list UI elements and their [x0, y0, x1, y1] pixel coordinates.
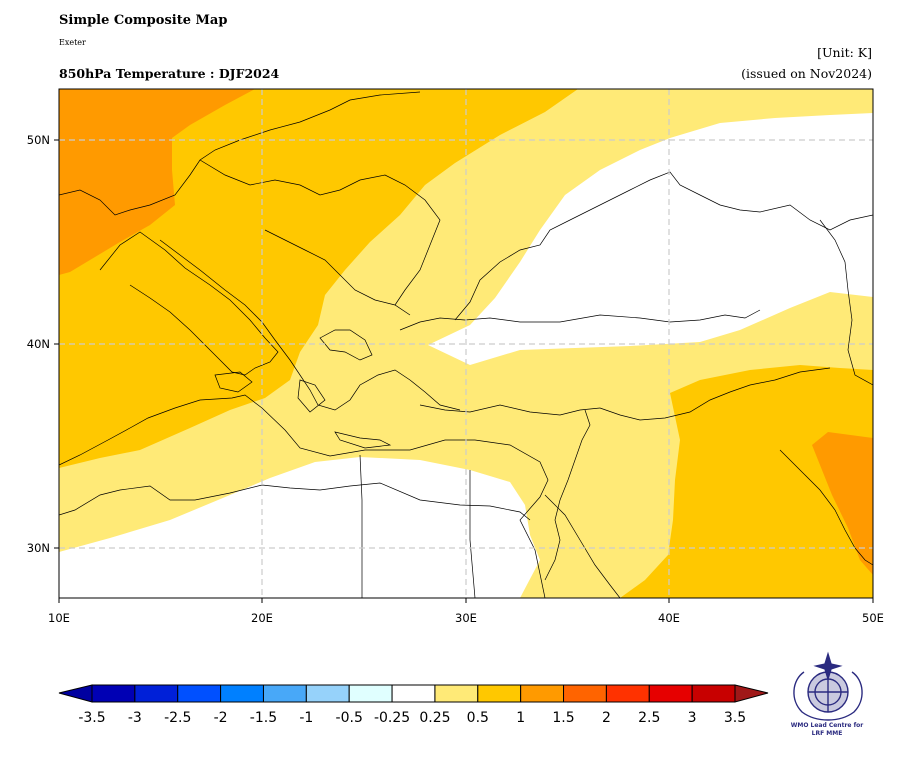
greece-islands — [297, 329, 392, 449]
colorbar-cells — [91, 684, 736, 703]
black-sea-north-coast — [454, 171, 873, 321]
ytick-label-30N: 30N — [27, 541, 50, 555]
colorbar-label: 3.5 — [724, 710, 746, 726]
ytick-label-50N: 50N — [27, 133, 50, 147]
turkey-coast — [399, 309, 761, 331]
italy-coast — [99, 231, 279, 376]
colorbar-label: -3 — [128, 710, 142, 726]
anomaly-neutral-east-region — [428, 113, 873, 365]
balkans-coast — [159, 239, 461, 411]
colorbar-label: -2 — [214, 710, 228, 726]
coastlines — [59, 91, 873, 598]
libya-egypt-coast — [59, 482, 531, 521]
map-main-title: Simple Composite Map — [59, 13, 228, 28]
colorbar-cell — [177, 684, 222, 703]
map-variable-title: 850hPa Temperature : DJF2024 — [59, 66, 280, 81]
wmo-logo-line1: WMO Lead Centre for — [790, 722, 864, 729]
colorbar-label: 1.5 — [552, 710, 574, 726]
colorbar-label: -1 — [299, 710, 313, 726]
colorbar-cell — [691, 684, 736, 703]
xtick-label-30E: 30E — [455, 611, 477, 625]
anomaly-0.5-1-west-region — [59, 89, 578, 468]
logo-laurel-left — [793, 671, 829, 721]
colorbar-cell — [134, 684, 179, 703]
colorbar-label: -0.25 — [374, 710, 410, 726]
wmo-logo-caption: WMO Lead Centre for LRF MME — [777, 722, 877, 738]
colorbar-cell — [391, 684, 436, 703]
colorbar-cell — [648, 684, 693, 703]
xtick-label-40E: 40E — [658, 611, 680, 625]
axis-ticks — [54, 139, 874, 603]
anomaly-1-1.5-east-region — [812, 432, 873, 575]
issued-label: (issued on Nov2024) — [741, 66, 872, 81]
wmo-logo — [793, 651, 863, 721]
colorbar-cell — [563, 684, 607, 703]
colorbar-high-extend — [734, 684, 769, 703]
logo-laurel-right — [827, 671, 863, 721]
colorbar-label: 2.5 — [638, 710, 660, 726]
colorbar-label: -0.5 — [336, 710, 363, 726]
caspian-coast — [819, 219, 873, 386]
interior-border-4 — [359, 454, 476, 598]
logo-star — [813, 651, 843, 682]
anomaly-neutral-south-region — [59, 457, 540, 598]
levant-coast — [544, 409, 591, 581]
turkey-south-coast — [419, 404, 601, 416]
colorbar-label: 0.25 — [419, 710, 450, 726]
north-africa-coast — [59, 394, 549, 598]
colorbar-label: 3 — [688, 710, 697, 726]
colorbar-cell — [262, 684, 307, 703]
colorbar-cell — [520, 684, 565, 703]
colorbar-label: 0.5 — [467, 710, 489, 726]
colorbar-cell — [434, 684, 479, 703]
xtick-label-50E: 50E — [862, 611, 884, 625]
colorbar-cell — [605, 684, 650, 703]
colorbar-low-extend — [58, 684, 93, 703]
colorbar-label: -3.5 — [78, 710, 105, 726]
colorbar-labels: -3.5 -3 -2.5 -2 -1.5 -1 -0.5 -0.25 0.25 0.5 1 1.5 2 2… — [78, 710, 746, 726]
interior-border-3 — [599, 367, 831, 421]
gulf-coast — [779, 449, 873, 566]
colorbar-cell — [305, 684, 350, 703]
colorbar-label: -1.5 — [250, 710, 277, 726]
colorbar-label: 2 — [602, 710, 611, 726]
interior-border-2 — [264, 229, 411, 316]
xtick-label-10E: 10E — [48, 611, 70, 625]
ytick-label-40N: 40N — [27, 337, 50, 351]
wmo-logo-line2: LRF MME — [811, 730, 843, 737]
colorbar-cell — [348, 684, 393, 703]
colorbar-cell — [220, 684, 264, 703]
sicily-coast — [214, 371, 253, 393]
xtick-label-20E: 20E — [251, 611, 273, 625]
colorbar-label: 1 — [516, 710, 525, 726]
colorbar-label: -2.5 — [164, 710, 191, 726]
map-subtitle: Exeter — [59, 38, 86, 47]
unit-label: [Unit: K] — [817, 45, 872, 60]
colorbar-cell — [91, 684, 136, 703]
anomaly-1-1.5-northwest-region — [59, 89, 255, 275]
gridlines — [59, 89, 873, 598]
red-sea-coast — [544, 494, 621, 598]
anomaly-0.5-1-east-region — [620, 365, 873, 598]
colorbar-cell — [477, 684, 522, 703]
